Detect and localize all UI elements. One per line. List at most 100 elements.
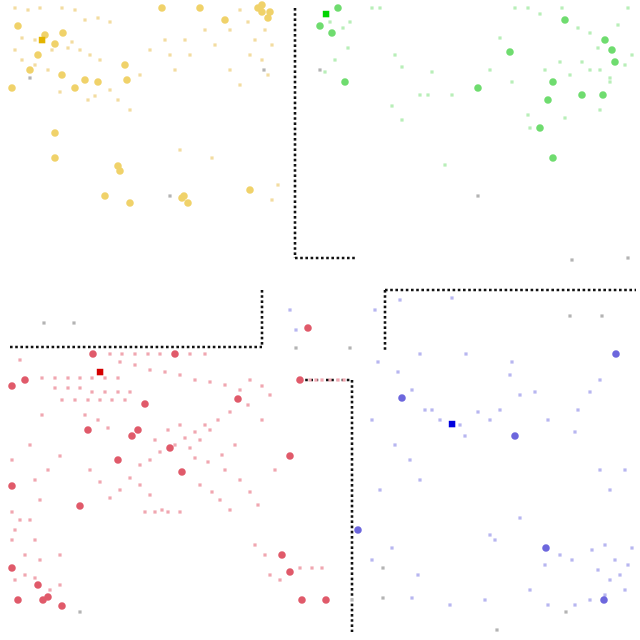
red-small-dot <box>268 573 272 577</box>
green-anchor-marker <box>322 10 330 18</box>
blue-small-dot <box>483 598 487 602</box>
red-small-dot <box>110 398 114 402</box>
gray-dot <box>318 68 322 72</box>
red-small-dot <box>218 498 222 502</box>
yellow-small-dot <box>86 98 90 102</box>
green-small-dot <box>626 6 630 10</box>
yellow-small-dot <box>178 148 182 152</box>
yellow-big-dot <box>123 76 131 84</box>
yellow-small-dot <box>228 68 232 72</box>
red-small-dot <box>10 458 14 462</box>
yellow-big-dot <box>221 16 229 24</box>
blue-small-dot <box>448 603 452 607</box>
red-small-dot <box>48 588 52 592</box>
red-small-dot <box>90 376 94 380</box>
red-small-dot <box>260 384 264 388</box>
red-big-dot <box>134 426 142 434</box>
yellow-big-dot <box>58 71 66 79</box>
yellow-small-dot <box>33 38 37 42</box>
red-small-dot <box>33 478 37 482</box>
yellow-big-dot <box>8 84 16 92</box>
yellow-big-dot <box>180 192 188 200</box>
green-small-dot <box>450 93 454 97</box>
blue-small-dot <box>370 418 374 422</box>
yellow-small-dot <box>138 73 142 77</box>
red-small-dot <box>90 390 94 394</box>
blue-small-dot <box>546 418 550 422</box>
red-small-dot <box>178 373 182 377</box>
green-small-dot <box>370 6 374 10</box>
green-big-dot <box>341 78 349 86</box>
gray-dot <box>476 194 480 198</box>
red-big-dot <box>296 376 304 384</box>
yellow-small-dot <box>26 8 30 12</box>
green-small-dot <box>588 31 592 35</box>
red-small-dot <box>78 376 82 380</box>
green-small-dot <box>400 118 404 122</box>
red-big-dot <box>21 376 29 384</box>
gray-dot <box>626 256 630 260</box>
red-small-dot <box>33 538 37 542</box>
red-small-dot <box>183 436 187 440</box>
red-small-dot <box>153 510 157 514</box>
green-big-dot <box>561 16 569 24</box>
green-small-dot <box>623 63 627 67</box>
green-small-dot <box>346 46 350 50</box>
green-small-dot <box>426 93 430 97</box>
yellow-small-dot <box>266 73 270 77</box>
blue-small-dot <box>510 360 514 364</box>
red-small-dot <box>198 438 202 442</box>
green-small-dot <box>400 65 404 69</box>
red-small-dot <box>23 553 27 557</box>
red-small-dot <box>163 370 167 374</box>
yellow-small-dot <box>88 53 92 57</box>
gray-dot <box>348 346 352 350</box>
red-small-dot <box>88 468 92 472</box>
green-small-dot <box>488 68 492 72</box>
red-small-dot <box>336 378 340 382</box>
yellow-small-dot <box>263 28 267 32</box>
green-big-dot <box>544 96 552 104</box>
red-small-dot <box>278 578 282 582</box>
yellow-small-dot <box>228 28 232 32</box>
yellow-big-dot <box>266 8 274 16</box>
red-small-dot <box>308 378 312 382</box>
gray-dot <box>381 596 385 600</box>
red-small-dot <box>328 378 332 382</box>
yellow-big-dot <box>246 186 254 194</box>
gray-dot <box>78 610 82 614</box>
big-dot-layer <box>8 1 620 610</box>
yellow-small-dot <box>238 83 242 87</box>
yellow-small-dot <box>93 94 97 98</box>
blue-big-dot <box>398 394 406 402</box>
yellow-big-dot <box>121 61 129 69</box>
gray-dot <box>168 194 172 198</box>
red-big-dot <box>234 395 242 403</box>
red-small-dot <box>83 413 87 417</box>
blue-small-dot <box>410 596 414 600</box>
red-small-dot <box>46 468 50 472</box>
blue-small-dot <box>463 434 467 438</box>
yellow-big-dot <box>34 51 42 59</box>
blue-small-dot <box>623 468 627 472</box>
red-big-dot <box>58 602 66 610</box>
red-small-dot <box>18 518 22 522</box>
blue-small-dot <box>573 603 577 607</box>
yellow-big-dot <box>81 76 89 84</box>
red-big-dot <box>286 452 294 460</box>
yellow-big-dot <box>126 199 134 207</box>
red-small-dot <box>143 510 147 514</box>
yellow-small-dot <box>148 48 152 52</box>
yellow-small-dot <box>20 58 24 62</box>
gray-dot <box>28 76 32 80</box>
red-small-dot <box>10 510 14 514</box>
blue-small-dot <box>588 390 592 394</box>
red-big-dot <box>114 456 122 464</box>
red-small-dot <box>58 583 62 587</box>
yellow-small-dot <box>33 63 37 67</box>
red-big-dot <box>304 324 312 332</box>
yellow-big-dot <box>51 40 59 48</box>
green-small-dot <box>580 60 584 64</box>
red-small-dot <box>23 573 27 577</box>
yellow-small-dot <box>98 58 102 62</box>
